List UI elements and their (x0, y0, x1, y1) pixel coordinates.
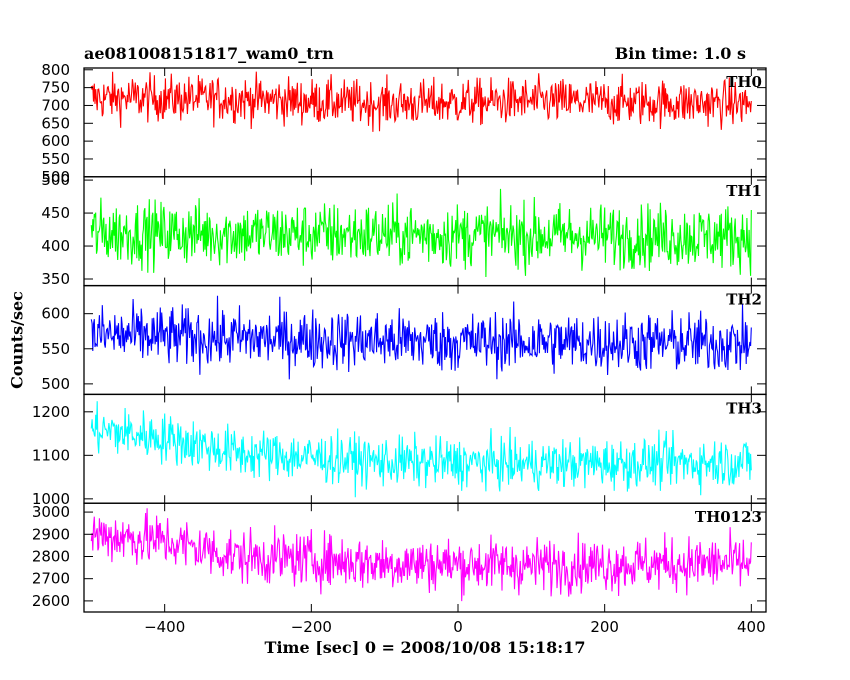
x-tick-label: 400 (737, 618, 766, 636)
panel-th1: 350 400 450 500 TH1 (41, 171, 767, 288)
y-tick-label: 550 (41, 340, 70, 358)
y-tick-label: 3000 (32, 503, 70, 521)
series-line-th0123 (90, 508, 752, 602)
series-label-th3: TH3 (726, 399, 762, 417)
chart-title: ae081008151817_wam0_trn (84, 44, 334, 63)
y-tick-label: 1000 (32, 490, 70, 508)
y-tick-label: 2600 (32, 592, 70, 610)
series-line-th1 (90, 188, 752, 278)
panel-th0123: 2600 2700 2800 2900 3000 TH0123 (32, 502, 767, 613)
y-tick-label: 2900 (32, 525, 70, 543)
series-line-th3 (90, 401, 752, 498)
y-tick-label: 700 (41, 96, 70, 114)
y-tick-label: 600 (41, 305, 70, 323)
y-axis-label: Counts/sec (7, 291, 27, 389)
series-label-th1: TH1 (726, 182, 762, 200)
y-tick-label: 750 (41, 79, 70, 97)
panel-th3: 1000 1100 1200 TH3 (32, 393, 767, 508)
y-tick-label: 600 (41, 132, 70, 150)
x-tick-label: 0 (453, 618, 463, 636)
y-tick-label: 550 (41, 150, 70, 168)
y-tick-label: 500 (41, 168, 70, 186)
y-tick-label: 450 (41, 204, 70, 222)
bin-time-label: Bin time: 1.0 s (614, 44, 746, 63)
y-tick-label: 1100 (32, 446, 70, 464)
x-tick-label: −200 (291, 618, 332, 636)
series-label-th0: TH0 (726, 73, 762, 91)
x-tick-label: −400 (144, 618, 185, 636)
series-line-th2 (90, 295, 752, 380)
panel-frame (83, 502, 767, 613)
y-tick-label: 2700 (32, 570, 70, 588)
y-tick-label: 2800 (32, 547, 70, 565)
panel-th2: 500 550 600 TH2 (41, 284, 767, 396)
y-tick-label: 500 (41, 171, 70, 189)
series-label-th0123: TH0123 (695, 508, 762, 526)
y-tick-label: 1200 (32, 403, 70, 421)
x-axis-label: Time [sec] 0 = 2008/10/08 15:18:17 (264, 638, 586, 657)
y-tick-label: 500 (41, 375, 70, 393)
y-tick-label: 800 (41, 61, 70, 79)
series-label-th2: TH2 (726, 291, 762, 309)
series-line-th0 (90, 71, 752, 132)
y-tick-label: 400 (41, 237, 70, 255)
y-tick-label: 350 (41, 270, 70, 288)
x-tick-label: 200 (590, 618, 619, 636)
y-tick-label: 650 (41, 114, 70, 132)
